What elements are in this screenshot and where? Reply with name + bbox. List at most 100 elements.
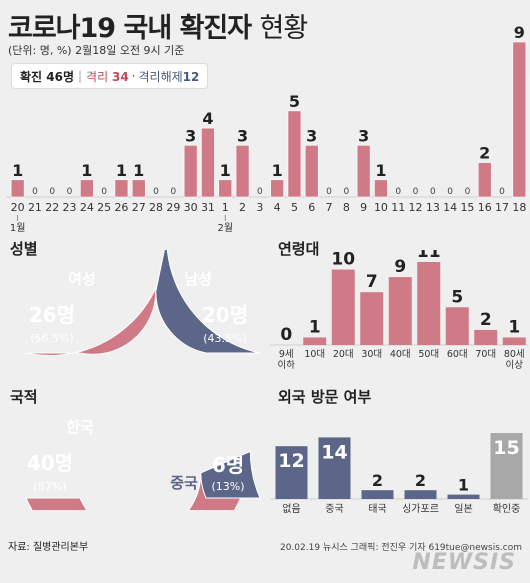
daily-tick-label: 3 xyxy=(256,201,263,214)
age-bar xyxy=(474,329,498,345)
travel-value-label: 2 xyxy=(372,471,383,490)
daily-value-label: 1 xyxy=(375,161,386,180)
source-note: 자료: 질병관리본부 xyxy=(8,542,89,553)
daily-bar xyxy=(131,179,146,198)
daily-value-label: 1 xyxy=(12,161,23,180)
donut-percent-label: (87%) xyxy=(33,480,66,493)
age-tick-label: 60대 xyxy=(447,349,468,360)
daily-tick-label: 23 xyxy=(63,201,77,214)
travel-bar xyxy=(275,446,308,499)
donut-percent-label: (43.5%) xyxy=(203,332,247,345)
daily-tick-label: 28 xyxy=(149,201,163,214)
age-bar xyxy=(303,337,327,345)
daily-tick-label: 25 xyxy=(97,201,111,214)
daily-tick-label: 18 xyxy=(512,201,526,214)
daily-value-label: 1 xyxy=(220,161,231,180)
daily-bar xyxy=(270,179,284,198)
daily-tick-label: 29 xyxy=(166,201,180,214)
age-value-label: 2 xyxy=(480,310,492,330)
donut-category-label: 여성 xyxy=(68,270,96,288)
daily-value-label: 9 xyxy=(514,23,525,42)
daily-value-label: 3 xyxy=(237,126,248,145)
daily-bar xyxy=(356,145,371,198)
age-value-label: 7 xyxy=(366,272,378,292)
donut-category-label: 중국 xyxy=(170,474,198,492)
donut-value-label: 40명 xyxy=(27,451,73,475)
travel-title: 외국 방문 여부 xyxy=(278,388,372,406)
age-value-label: 11 xyxy=(417,250,441,262)
daily-bar xyxy=(512,41,527,198)
daily-bar xyxy=(10,179,25,198)
daily-bar xyxy=(218,179,233,198)
donut-category-label: 남성 xyxy=(184,270,212,288)
daily-value-label: 2 xyxy=(479,144,490,163)
daily-value-label: 0 xyxy=(499,187,505,197)
daily-chart: 1200210220231240251261270280293304311132… xyxy=(6,23,530,234)
daily-value-label: 0 xyxy=(430,187,436,197)
daily-tick-label: 31 xyxy=(201,201,215,214)
credit-note: 20.02.19 뉴시스 그래픽: 전진우 기자 619tue@newsis.c… xyxy=(279,543,522,553)
donut-value-label: 26명 xyxy=(29,303,75,327)
daily-bar xyxy=(374,179,388,198)
daily-bar xyxy=(201,127,215,198)
summary-released-value: 12 xyxy=(182,69,200,84)
daily-value-label: 1 xyxy=(272,161,283,180)
daily-value-label: 0 xyxy=(447,187,453,197)
daily-value-label: 0 xyxy=(32,187,38,197)
travel-tick-label: 확인중 xyxy=(493,503,521,515)
age-bar xyxy=(417,262,441,345)
summary-confirmed: 확진 46명 xyxy=(20,69,74,84)
donut-value-label: 6명 xyxy=(212,453,244,477)
travel-tick-label: 없음 xyxy=(282,502,300,515)
daily-tick-label: 30 xyxy=(184,201,198,214)
age-tick-label: 40대 xyxy=(390,349,411,360)
daily-value-label: 0 xyxy=(465,187,471,197)
daily-tick-label: 16 xyxy=(478,201,492,214)
daily-tick-label: 12 xyxy=(409,201,423,214)
donut-percent-label: (13%) xyxy=(211,480,244,493)
age-value-label: 1 xyxy=(508,317,520,337)
daily-tick-label: 20 xyxy=(11,201,25,214)
summary-released-label: 격리해제 xyxy=(138,69,183,84)
daily-tick-label: 9 xyxy=(360,201,367,214)
daily-value-label: 0 xyxy=(153,187,159,197)
daily-tick-label: 24 xyxy=(80,201,94,214)
daily-bar xyxy=(114,179,129,198)
daily-bar xyxy=(304,145,319,198)
daily-value-label: 5 xyxy=(289,92,300,111)
title-sub: 현황 xyxy=(259,13,309,44)
daily-bar xyxy=(477,162,492,198)
travel-value-label: 2 xyxy=(415,471,426,490)
age-bar xyxy=(502,337,526,345)
age-tick-label: 50대 xyxy=(418,349,439,360)
daily-bar xyxy=(235,145,250,198)
age-bar xyxy=(331,269,355,345)
donut-percent-label: (56.5%) xyxy=(30,332,74,345)
travel-chart: 12 없음 14 중국 2 태국 2 싱가포르 1 일본 15 확인중 xyxy=(270,433,528,515)
daily-bar xyxy=(183,145,198,198)
daily-tick-label: 22 xyxy=(45,201,59,214)
gender-title: 성별 xyxy=(10,240,38,258)
daily-tick-label: 1 xyxy=(222,201,229,214)
age-value-label: 10 xyxy=(331,250,355,270)
donut-value-label: 20명 xyxy=(202,303,248,327)
daily-tick-label: 11 xyxy=(391,201,405,214)
age-title: 연령대 xyxy=(278,240,320,258)
age-tick-label: 20대 xyxy=(333,349,354,360)
gender-chart: 여성 26명 (56.5%) 남성 20명 (43.5%) xyxy=(25,250,261,356)
travel-value-label: 1 xyxy=(458,476,469,495)
daily-value-label: 0 xyxy=(326,187,332,197)
daily-tick-label: 4 xyxy=(274,201,281,214)
summary-separator: | xyxy=(78,69,83,83)
travel-value-label: 14 xyxy=(321,441,347,463)
age-tick-label: 이상 xyxy=(506,360,524,371)
daily-value-label: 0 xyxy=(413,187,419,197)
age-tick-label: 30대 xyxy=(361,349,382,360)
summary-isolated-value: 34 xyxy=(111,69,129,84)
nationality-title: 국적 xyxy=(10,388,38,406)
age-value-label: 1 xyxy=(309,317,321,337)
summary-isolated: 격리 34 xyxy=(86,68,129,85)
travel-bar xyxy=(404,490,437,499)
daily-value-label: 0 xyxy=(101,187,107,197)
